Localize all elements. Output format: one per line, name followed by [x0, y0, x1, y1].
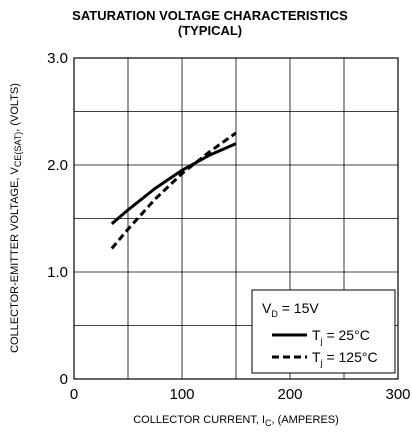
y-tick-labels: 0 1.0 2.0 3.0	[47, 50, 68, 388]
y-tick-label-6: 3.0	[47, 50, 68, 67]
legend-entry-125c: Tj = 125°C	[312, 349, 378, 368]
y-tick-label-0: 0	[60, 371, 68, 388]
legend: VD = 15V Tj = 25°C Tj = 125°C	[251, 289, 396, 374]
x-tick-label-2: 100	[169, 386, 194, 403]
chart-subtitle: (TYPICAL)	[178, 23, 242, 38]
legend-entry-25c: Tj = 25°C	[312, 327, 370, 346]
x-tick-label-0: 0	[70, 386, 78, 403]
legend-header: VD = 15V	[262, 300, 319, 319]
x-tick-label-6: 300	[385, 386, 410, 403]
series-lines	[110, 131, 237, 250]
x-tick-labels: 0 100 200 300	[70, 386, 411, 403]
plot-area: 0 100 200 300 0 1.0 2.0 3.0	[47, 50, 410, 403]
chart-title: SATURATION VOLTAGE CHARACTERISTICS	[72, 8, 348, 23]
x-tick-label-4: 200	[277, 386, 302, 403]
x-axis-label: COLLECTOR CURRENT, IC, (AMPERES)	[133, 414, 339, 428]
y-axis-label: COLLECTOR-EMITTER VOLTAGE, VCE(SAT), (VO…	[9, 83, 23, 353]
y-tick-label-4: 2.0	[47, 157, 68, 174]
grid-lines	[74, 58, 398, 379]
legend-box	[251, 289, 396, 374]
y-tick-label-2: 1.0	[47, 264, 68, 281]
series-line-25c	[110, 142, 237, 225]
plot-frame	[73, 57, 399, 380]
